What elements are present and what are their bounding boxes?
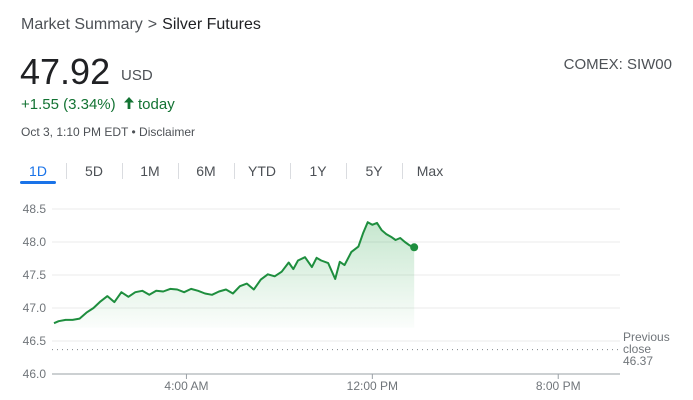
y-tick-label: 47.5 (23, 268, 47, 282)
previous-close-label: close (623, 342, 651, 356)
tab-ytd[interactable]: YTD (234, 160, 290, 184)
meta-bullet: • (131, 125, 136, 139)
tab-max[interactable]: Max (402, 160, 458, 184)
series-area (54, 222, 415, 328)
breadcrumb-current: Silver Futures (162, 16, 261, 33)
tab-1d[interactable]: 1D (10, 160, 66, 184)
y-tick-label: 48.5 (23, 202, 47, 216)
tab-6m[interactable]: 6M (178, 160, 234, 184)
y-tick-label: 47.0 (23, 301, 47, 315)
last-point-marker (410, 243, 419, 252)
series-line (53, 221, 415, 325)
breadcrumb: Market Summary > Silver Futures (21, 16, 261, 34)
price-change-value: +1.55 (3.34%) (21, 96, 116, 113)
arrow-up-icon (123, 96, 134, 113)
breadcrumb-separator: > (147, 16, 158, 33)
price-chart[interactable]: 48.5 48.0 47.5 47.0 46.5 46.0 4:00 AM 12:00 PM 8… (0, 195, 693, 400)
exchange-symbol: COMEX: SIW00 (563, 56, 672, 73)
y-tick-label: 48.0 (23, 235, 47, 249)
quote-meta: Oct 3, 1:10 PM EDT • Disclaimer (21, 125, 195, 139)
breadcrumb-root-link[interactable]: Market Summary (21, 16, 143, 33)
tab-1m[interactable]: 1M (122, 160, 178, 184)
currency-label: USD (121, 67, 153, 84)
tab-5y[interactable]: 5Y (346, 160, 402, 184)
current-price: 47.92 (20, 51, 111, 92)
tab-1y[interactable]: 1Y (290, 160, 346, 184)
tab-5d[interactable]: 5D (66, 160, 122, 184)
disclaimer-link[interactable]: Disclaimer (139, 125, 196, 139)
x-tick-label: 4:00 AM (164, 379, 208, 393)
y-tick-label: 46.5 (23, 334, 47, 348)
previous-close-label: 46.37 (623, 354, 653, 368)
x-tick-label: 12:00 PM (347, 379, 398, 393)
previous-close-label: Previous (623, 330, 670, 344)
price-change: +1.55 (3.34%) today (21, 96, 175, 113)
x-tick-label: 8:00 PM (536, 379, 581, 393)
range-tabs: 1D 5D 1M 6M YTD 1Y 5Y Max (10, 160, 458, 186)
price-change-period: today (138, 96, 175, 113)
y-tick-label: 46.0 (23, 367, 47, 381)
quote-timestamp: Oct 3, 1:10 PM EDT (21, 125, 129, 139)
